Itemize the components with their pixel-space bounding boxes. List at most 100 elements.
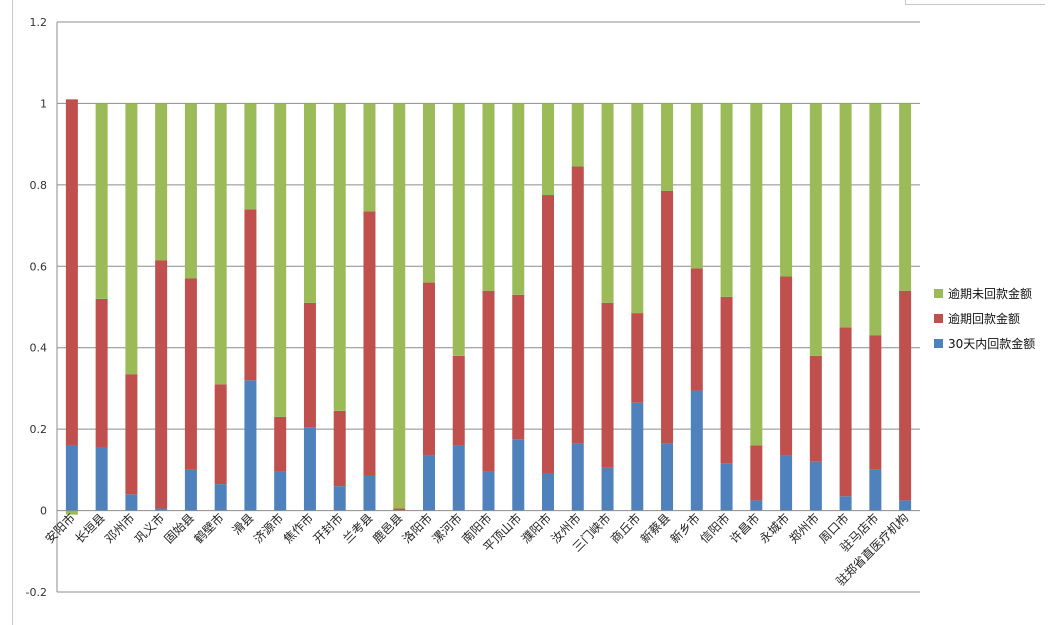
bar-segment-1-29 — [899, 500, 912, 511]
bar-segment-2-16 — [512, 294, 525, 440]
bar-segment-1-10 — [333, 486, 346, 511]
bar-segment-2-10 — [333, 410, 346, 487]
bar-segment-2-24 — [750, 445, 763, 501]
bar-segment-3-3 — [125, 103, 138, 375]
x-category-label: 郑州市 — [786, 510, 822, 546]
bar-segment-1-20 — [631, 402, 644, 511]
bar-segment-3-21 — [661, 103, 674, 191]
y-tick-label: 0.2 — [30, 423, 48, 436]
bar-segment-3-12 — [393, 103, 406, 509]
bar-segment-1-16 — [512, 439, 525, 511]
bar-segment-3-11 — [363, 103, 376, 212]
bar-segment-3-10 — [333, 103, 346, 411]
bar-segment-3-4 — [155, 103, 168, 261]
bar-segment-3-22 — [690, 103, 703, 269]
bar-segment-1-25 — [780, 455, 793, 511]
y-tick-label: 0.4 — [30, 342, 48, 355]
x-category-label: 鹿邑县 — [369, 510, 405, 546]
bar-segment-1-14 — [452, 445, 465, 511]
bar-segment-1-8 — [274, 471, 287, 511]
bar-segment-1-9 — [303, 427, 316, 511]
bar-segment-2-14 — [452, 355, 465, 446]
bar-segment-2-2 — [95, 298, 108, 448]
bar-segment-1-28 — [869, 469, 882, 511]
bar-segment-1-13 — [422, 455, 435, 511]
bar-segment-3-15 — [482, 103, 495, 291]
y-tick-label: 0 — [40, 505, 47, 518]
bar-segment-1-22 — [690, 390, 703, 511]
x-category-label: 邓州市 — [101, 510, 137, 546]
x-category-label: 兰考县 — [340, 511, 375, 546]
bar-segment-3-17 — [542, 103, 555, 196]
bar-segment-3-2 — [95, 103, 108, 299]
x-category-label: 商丘市 — [607, 510, 643, 546]
x-category-label: 鹤壁市 — [191, 510, 227, 546]
bar-segment-1-6 — [214, 484, 227, 511]
x-category-label: 济源市 — [250, 510, 286, 546]
bar-segment-3-24 — [750, 103, 763, 446]
bar-segment-2-11 — [363, 211, 376, 476]
bar-segment-2-4 — [155, 260, 168, 509]
x-category-label: 濮阳市 — [518, 510, 554, 546]
bar-segment-2-19 — [601, 302, 614, 468]
bar-segment-3-18 — [571, 103, 584, 167]
bar-segment-2-6 — [214, 384, 227, 485]
bar-segment-2-5 — [184, 278, 197, 470]
bar-segment-3-14 — [452, 103, 465, 356]
y-tick-label: 1.2 — [30, 16, 48, 29]
bar-segment-3-26 — [809, 103, 822, 356]
bar-segment-2-25 — [780, 276, 793, 456]
bar-segment-1-24 — [750, 500, 763, 511]
bar-segment-1-27 — [839, 496, 852, 511]
bar-segment-2-29 — [899, 290, 912, 501]
x-category-label: 巩义市 — [131, 510, 167, 546]
bar-segment-2-20 — [631, 313, 644, 403]
window-left-edge — [12, 0, 13, 625]
x-category-label: 信阳市 — [697, 510, 733, 546]
bar-segment-2-26 — [809, 355, 822, 462]
y-axis-tick-labels: 1.2 1 0.8 0.6 0.4 0.2 0 -0.2 — [26, 16, 47, 599]
x-category-label: 长垣县 — [72, 511, 107, 546]
bar-segment-2-15 — [482, 290, 495, 472]
x-category-label: 许昌市 — [726, 510, 762, 546]
axes — [56, 22, 920, 592]
bar-segment-1-5 — [184, 469, 197, 511]
y-tick-label: 1 — [40, 97, 47, 110]
bar-segment-1-1 — [65, 445, 78, 511]
bar-segment-3-28 — [869, 103, 882, 336]
bar-segment-1-21 — [661, 443, 674, 511]
window-corner-line — [905, 4, 1045, 5]
bar-segment-3-9 — [303, 103, 316, 303]
bar-segment-3-5 — [184, 103, 197, 279]
bar-segment-1-19 — [601, 467, 614, 511]
legend-swatch-2 — [934, 314, 943, 323]
y-tick-label: 0.6 — [30, 260, 48, 273]
y-tick-label: 0.8 — [30, 179, 48, 192]
bar-segment-1-4 — [155, 508, 168, 511]
bar-segment-1-11 — [363, 475, 376, 511]
x-category-label: 漯河市 — [429, 510, 465, 546]
bar-segment-3-1 — [65, 510, 78, 515]
bar-segment-3-25 — [780, 103, 793, 277]
bar-segment-1-7 — [244, 380, 257, 511]
y-tick-label: -0.2 — [26, 586, 47, 599]
bar-segment-2-9 — [303, 302, 316, 428]
window-corner-tick — [905, 0, 906, 5]
bar-segment-2-1 — [65, 99, 78, 446]
bar-segment-2-12 — [393, 508, 406, 511]
bar-segment-3-6 — [214, 103, 227, 385]
bar-segment-2-8 — [274, 416, 287, 472]
bar-segment-1-23 — [720, 463, 733, 511]
bar-segment-3-29 — [899, 103, 912, 291]
legend-swatch-3 — [934, 289, 943, 298]
bar-segment-2-7 — [244, 209, 257, 381]
bar-segment-2-28 — [869, 335, 882, 470]
bar-segment-2-13 — [422, 282, 435, 456]
bars — [65, 99, 912, 515]
bar-segment-3-27 — [839, 103, 852, 328]
legend-label-3: 逾期未回款金额 — [948, 286, 1032, 301]
bar-segment-3-7 — [244, 103, 257, 210]
legend-label-1: 30天内回款金额 — [948, 336, 1035, 351]
x-category-label: 安阳市 — [42, 510, 78, 546]
